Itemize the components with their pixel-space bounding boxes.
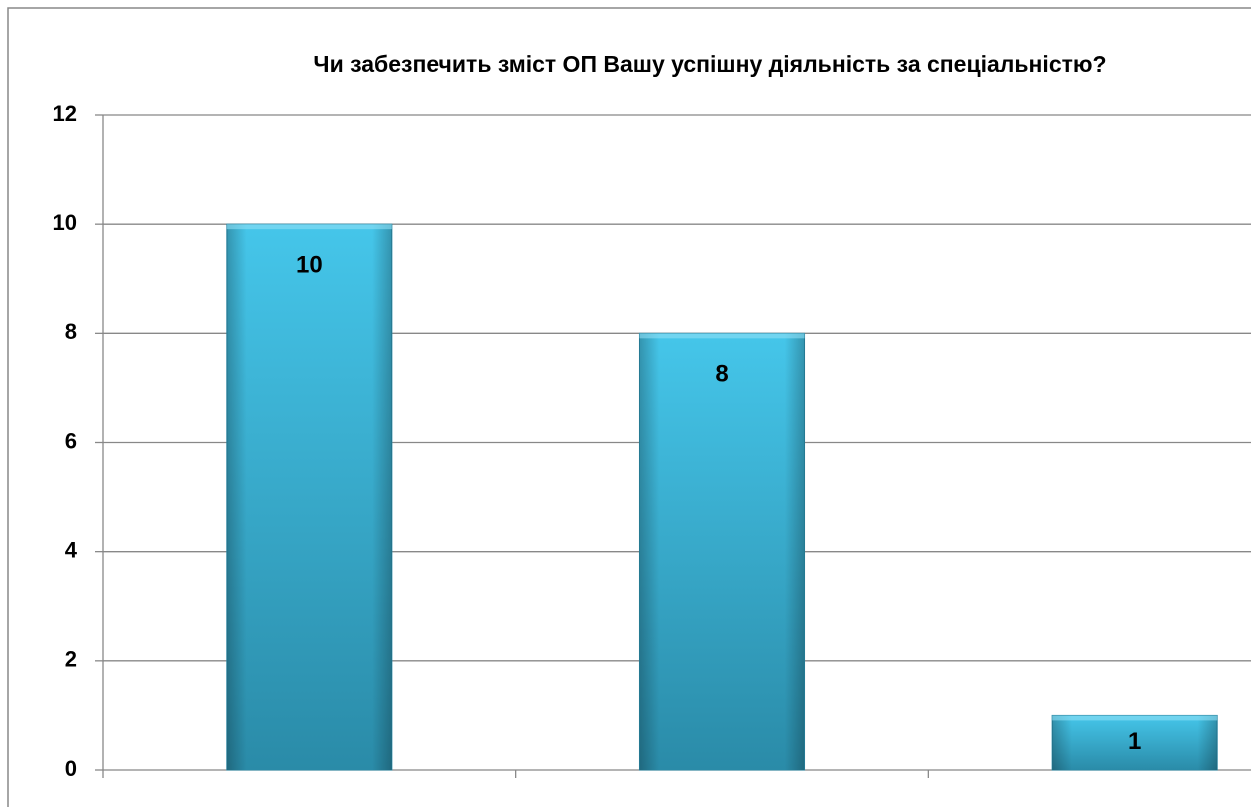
bar-shade [639, 333, 805, 770]
data-label: 8 [715, 361, 728, 388]
y-tick-label: 10 [53, 210, 77, 235]
y-tick-label: 0 [65, 756, 77, 781]
data-label: 1 [1128, 728, 1141, 755]
bar-bevel [639, 333, 805, 339]
bar-bevel [1052, 715, 1218, 721]
bar-shade [1052, 715, 1218, 770]
chart-title: Чи забезпечить зміст ОП Вашу успішну дія… [313, 51, 1106, 77]
bar-shade [226, 224, 392, 770]
data-label: 10 [296, 252, 323, 279]
y-tick-label: 4 [65, 537, 78, 562]
chart-border [7, 7, 1251, 807]
y-tick-label: 8 [65, 319, 77, 344]
y-tick-label: 2 [65, 647, 77, 672]
y-tick-label: 6 [65, 428, 77, 453]
y-tick-label: 12 [53, 101, 77, 126]
bar-bevel [226, 224, 392, 230]
